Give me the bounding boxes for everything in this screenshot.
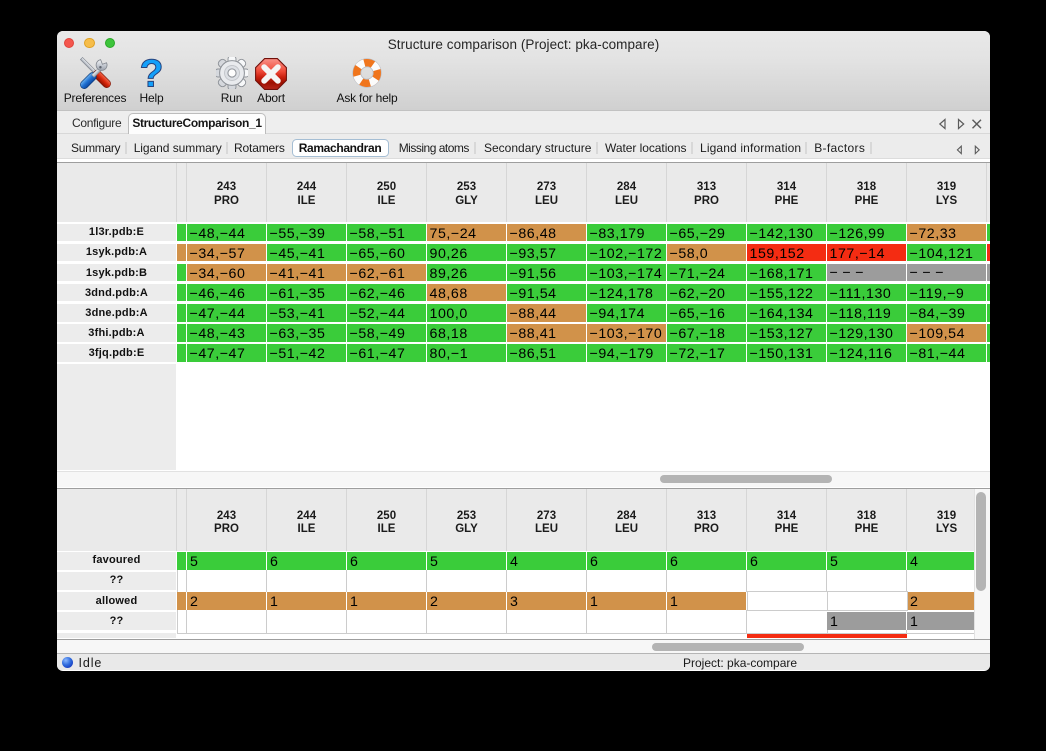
- svg-text:?: ?: [140, 58, 164, 90]
